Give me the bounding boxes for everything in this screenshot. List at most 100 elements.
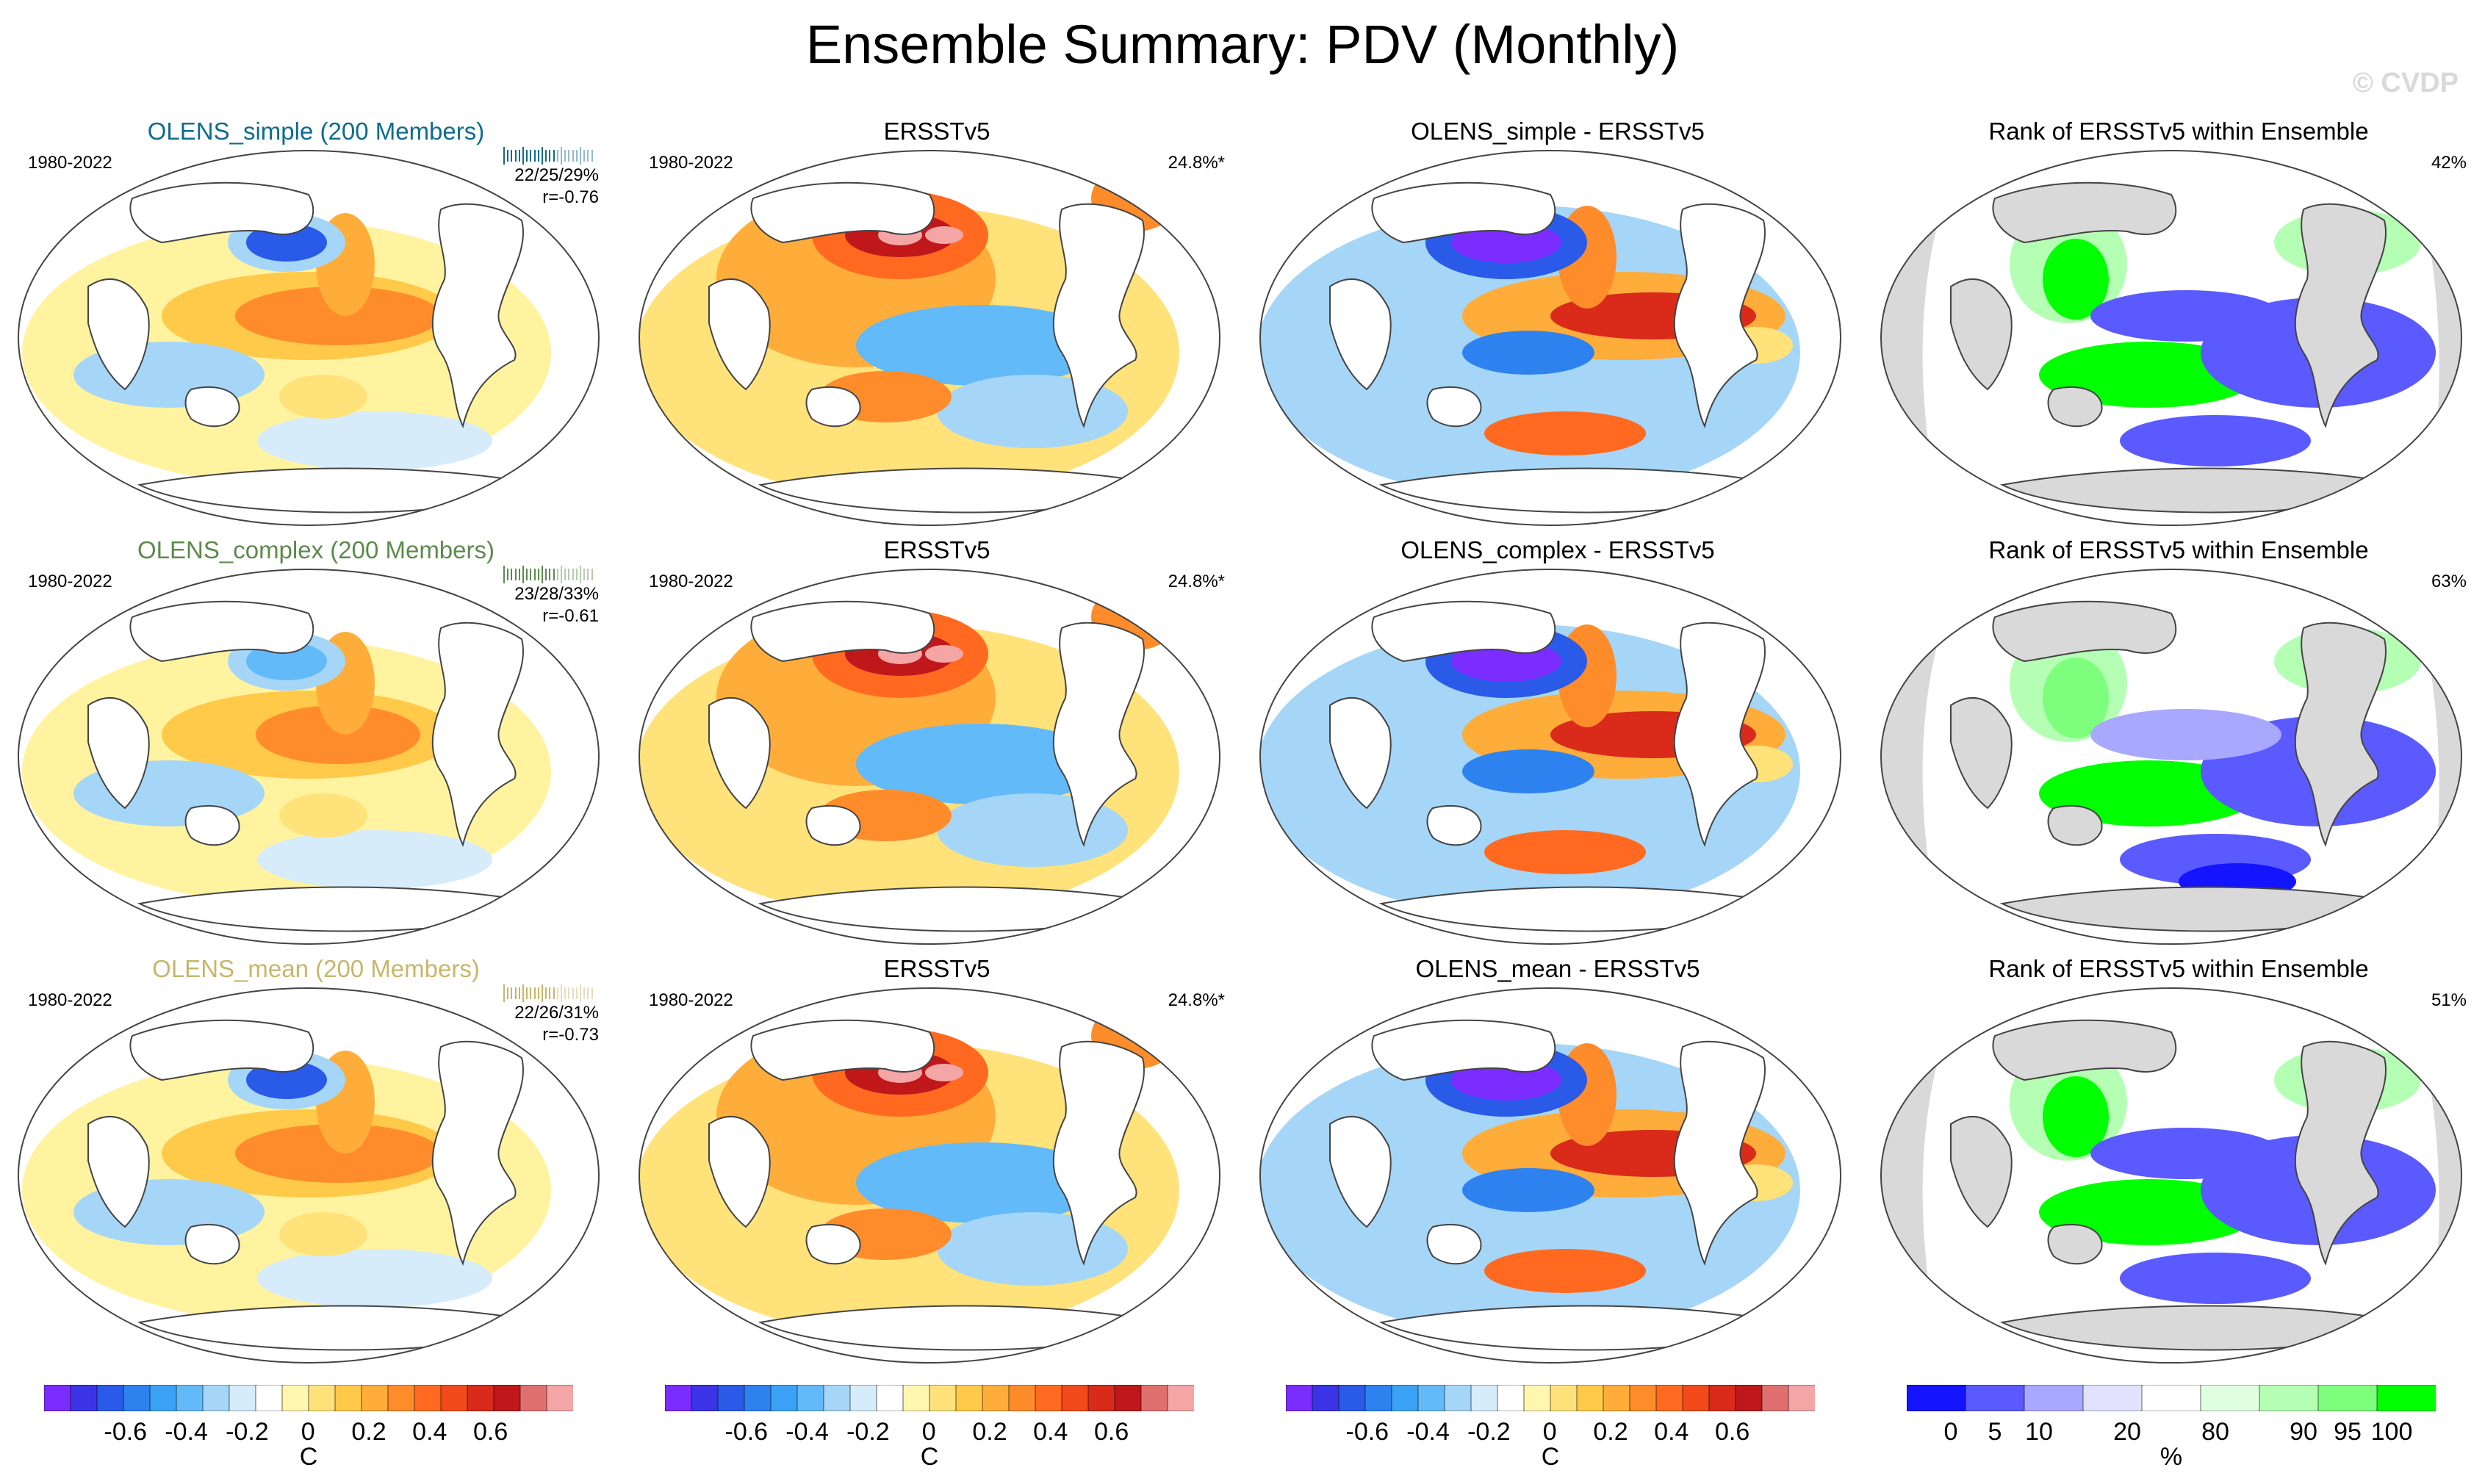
member-tick [572, 569, 574, 580]
colorbar-cell [493, 1384, 521, 1412]
map-panel: OLENS_complex (200 Members) 1980-2022 23/2… [15, 536, 617, 948]
colorbar-cell [1550, 1384, 1578, 1412]
colorbar-tick-label: 0.2 [1593, 1418, 1628, 1446]
rank-pct-label: 51% [2431, 990, 2467, 1010]
land-mass [87, 697, 150, 810]
colorbar-tick-label: 0.4 [412, 1418, 447, 1446]
member-tick [553, 569, 555, 580]
colorbar-cell [467, 1384, 495, 1412]
global-map [639, 569, 1220, 945]
land-mass [1371, 600, 1556, 663]
map-outline [18, 569, 600, 945]
colorbar-strip [1906, 1384, 2437, 1412]
land-mass [805, 804, 861, 846]
colorbar-cell [2024, 1384, 2084, 1412]
member-tick [518, 569, 520, 580]
colorbar-cell [202, 1384, 230, 1412]
panel-title: ERSSTv5 [883, 118, 990, 145]
map-panel: OLENS_simple - ERSSTv5 [1256, 118, 1859, 529]
member-tick [511, 987, 513, 999]
land-mass [2294, 203, 2387, 428]
map-outline [1259, 150, 1841, 526]
colorbar-cell [1603, 1384, 1630, 1412]
colorbar-cell [361, 1384, 389, 1412]
colorbar-tick-label: 100 [2370, 1418, 2413, 1446]
member-tick [564, 150, 567, 162]
colorbar-cell [2376, 1384, 2437, 1412]
member-tick [580, 984, 581, 1002]
colorbar-unit: % [2159, 1443, 2183, 1471]
land-mass [750, 1019, 935, 1081]
member-tick [503, 147, 505, 165]
panel-title: Rank of ERSSTv5 within Ensemble [1988, 536, 2369, 563]
land-mass [87, 1116, 150, 1228]
rank-pct-label: 63% [2431, 572, 2467, 591]
field-contour [1484, 1249, 1646, 1293]
field-contour [2043, 239, 2109, 320]
colorbar-cell [1470, 1384, 1498, 1412]
map-outline [18, 987, 600, 1364]
map-panel: ERSSTv5 1980-2022 24.8%* [636, 536, 1238, 948]
colorbar-cell [1167, 1384, 1195, 1412]
member-tick [580, 147, 581, 165]
map-panel: OLENS_simple (200 Members) 1980-2022 22/25… [15, 118, 617, 529]
colorbar-cell [334, 1384, 362, 1412]
member-tick [537, 987, 539, 999]
land-mass [1426, 804, 1482, 846]
field-contour [925, 645, 963, 663]
land-mass [1329, 697, 1392, 810]
land-mass [129, 1019, 314, 1081]
member-tick [522, 984, 524, 1002]
member-tick [583, 987, 586, 999]
land-mass [87, 278, 150, 391]
colorbar-cell [1114, 1384, 1142, 1412]
land-mass [2294, 622, 2387, 847]
field-contour [856, 305, 1106, 386]
member-tick [503, 566, 505, 583]
colorbar-labels: 0 5 10 20 80 90 95 100 [1907, 1415, 2436, 1447]
member-tick [572, 150, 574, 162]
land-mass [750, 600, 935, 663]
land-mass [1052, 622, 1145, 847]
colorbar-cell [2082, 1384, 2143, 1412]
colorbar-cell [902, 1384, 930, 1412]
member-tick [514, 987, 517, 999]
member-tick [533, 569, 536, 580]
global-map [18, 150, 600, 526]
land-mass [708, 697, 771, 810]
member-tick [556, 987, 558, 999]
colorbar-strip [664, 1384, 1195, 1412]
colorbar-tick-label: -0.4 [1406, 1418, 1450, 1446]
colorbar-tick-label: 95 [2334, 1418, 2362, 1446]
member-tick [530, 150, 532, 162]
member-tick [568, 569, 570, 580]
land-mass [2047, 804, 2103, 846]
colorbar-strip [1285, 1384, 1816, 1412]
colorbar-cell [1761, 1384, 1789, 1412]
member-tick [583, 150, 586, 162]
colorbar-unit: C [299, 1443, 318, 1471]
panel-title: OLENS_simple (200 Members) [147, 118, 485, 145]
ensemble-tick-bars [503, 147, 599, 165]
colorbar-tick-label: -0.6 [1345, 1418, 1389, 1446]
colorbar-cell [2259, 1384, 2319, 1412]
member-tick [526, 987, 528, 999]
member-tick [575, 150, 578, 162]
map-outline [1259, 987, 1841, 1364]
panel-title: OLENS_mean - ERSSTv5 [1415, 955, 1700, 982]
colorbar-cell [440, 1384, 468, 1412]
colorbar-tick-label: 20 [2113, 1418, 2141, 1446]
member-tick [575, 569, 578, 580]
panel-title: ERSSTv5 [883, 536, 990, 563]
colorbar-tick-label: -0.4 [785, 1418, 829, 1446]
global-map [1259, 987, 1841, 1364]
colorbar-cell [691, 1384, 719, 1412]
colorbar-cell [1140, 1384, 1168, 1412]
colorbar-cell [955, 1384, 983, 1412]
stats-box: 22/26/31% r=-0.73 [452, 984, 599, 1046]
colorbar-cell [70, 1384, 98, 1412]
colorbar-cell [176, 1384, 204, 1412]
colorbar-cell [1391, 1384, 1419, 1412]
field-contour [246, 1061, 327, 1099]
colorbar-tick-label: 0.4 [1654, 1418, 1689, 1446]
